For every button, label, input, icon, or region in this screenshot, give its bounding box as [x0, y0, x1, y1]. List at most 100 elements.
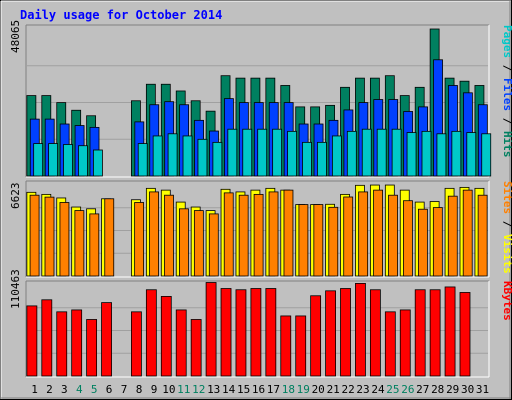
legend-part: Pages: [501, 25, 512, 58]
bar-kbytes-day-26: [399, 309, 411, 377]
panel-max-label: 110463: [9, 269, 22, 309]
x-tick-label-day-24: 24: [371, 383, 385, 396]
bar-pages-day-28: [436, 133, 447, 177]
bar-sites-day-21: [328, 206, 339, 277]
bar-sites-day-8: [134, 202, 145, 277]
bar-kbytes-day-19: [295, 315, 307, 377]
bar-pages-day-30: [466, 132, 477, 177]
x-tick-label-day-27: 27: [416, 383, 429, 396]
bar-pages-day-26: [406, 132, 417, 177]
bar-kbytes-day-11: [175, 309, 187, 377]
bar-kbytes-day-22: [340, 288, 351, 377]
x-tick-label-day-23: 23: [356, 383, 369, 396]
bar-pages-day-8: [137, 143, 148, 177]
bar-kbytes-day-3: [56, 311, 68, 377]
bar-sites-day-16: [253, 193, 264, 277]
bar-kbytes-day-15: [235, 289, 247, 377]
series-kbytes: [26, 282, 471, 377]
bar-pages-day-3: [63, 144, 73, 177]
bar-sites-day-18: [283, 189, 294, 277]
series-sites: [29, 189, 488, 277]
x-tick-label-day-18: 18: [282, 383, 295, 396]
bar-kbytes-day-10: [160, 296, 172, 377]
x-tick-label-day-22: 22: [341, 383, 354, 396]
bar-kbytes-day-27: [414, 289, 426, 377]
bar-kbytes-day-4: [71, 309, 83, 377]
panel-legend-label: KBytes: [501, 281, 512, 321]
x-tick-label-day-8: 8: [136, 383, 143, 396]
bar-kbytes-day-2: [41, 299, 53, 377]
bar-sites-day-6: [104, 198, 115, 277]
bar-kbytes-day-29: [444, 286, 456, 377]
x-tick-label-day-5: 5: [91, 383, 98, 396]
bar-sites-day-20: [313, 204, 324, 277]
x-tick-label-day-29: 29: [446, 383, 459, 396]
panel-2: [25, 180, 490, 278]
panel-legend-label: Pages / Files / Hits: [501, 25, 512, 158]
bar-sites-day-26: [403, 200, 413, 277]
bar-sites-day-17: [268, 191, 279, 277]
x-tick-label-day-4: 4: [76, 383, 83, 396]
bar-pages-day-22: [346, 130, 357, 177]
bar-pages-day-19: [302, 141, 312, 177]
legend-part: Files: [501, 78, 512, 111]
x-tick-label-day-1: 1: [31, 383, 38, 396]
bar-kbytes-day-25: [384, 311, 396, 377]
bar-kbytes-day-16: [250, 288, 262, 377]
x-tick-label-day-25: 25: [386, 383, 399, 396]
bar-pages-day-24: [376, 128, 387, 177]
x-tick-label-day-15: 15: [237, 383, 250, 396]
bar-kbytes-day-9: [145, 289, 157, 377]
panel-3: [25, 280, 490, 378]
x-tick-label-day-2: 2: [46, 383, 53, 396]
chart-title: Daily usage for October 2014: [20, 8, 222, 22]
x-tick-label-day-21: 21: [327, 383, 340, 396]
bar-pages-day-18: [287, 130, 297, 177]
legend-part: KBytes: [501, 281, 512, 321]
bar-kbytes-day-30: [459, 292, 471, 377]
bar-pages-day-13: [212, 141, 223, 177]
panel-max-label: 6623: [9, 183, 22, 210]
bar-kbytes-day-21: [325, 290, 336, 377]
bar-kbytes-day-14: [220, 288, 232, 377]
legend-part: /: [501, 214, 512, 234]
x-tick-label-day-9: 9: [151, 383, 158, 396]
x-tick-label-day-10: 10: [162, 383, 175, 396]
bar-kbytes-day-20: [310, 295, 322, 377]
bar-pages-day-9: [152, 135, 163, 177]
bar-pages-day-17: [272, 128, 283, 177]
bar-pages-day-27: [421, 130, 432, 177]
panel-max-label: 48065: [9, 20, 22, 53]
bar-kbytes-day-1: [26, 305, 38, 377]
legend-part: Sites: [501, 181, 512, 214]
bar-sites-day-29: [447, 195, 458, 277]
x-tick-label-day-19: 19: [297, 383, 310, 396]
bar-kbytes-day-8: [131, 311, 142, 377]
series-pages: [33, 128, 492, 177]
bar-kbytes-day-12: [190, 319, 202, 377]
bar-sites-day-2: [44, 196, 55, 277]
legend-part: Visits: [501, 234, 512, 274]
bar-pages-day-20: [317, 141, 327, 177]
bar-kbytes-day-17: [265, 288, 277, 377]
bar-pages-day-14: [227, 128, 238, 177]
bar-kbytes-day-5: [86, 319, 98, 377]
bar-sites-day-3: [59, 202, 70, 277]
x-tick-label-day-26: 26: [401, 383, 414, 396]
x-tick-label-day-11: 11: [177, 383, 190, 396]
bar-pages-day-10: [167, 133, 178, 177]
bar-sites-day-14: [223, 192, 234, 277]
bar-sites-day-10: [164, 194, 174, 277]
x-tick-label-day-14: 14: [222, 383, 236, 396]
y-axis-labels: 48065 Pages / Files / Hits 6623 Sites / Vis…: [9, 20, 512, 321]
legend-part: Hits: [501, 131, 512, 158]
bar-pages-day-4: [78, 145, 88, 177]
bar-sites-day-11: [179, 208, 189, 277]
legend-part: /: [501, 58, 512, 78]
x-tick-label-day-17: 17: [267, 383, 280, 396]
bar-pages-day-29: [451, 130, 462, 177]
chart-panels: [25, 24, 492, 378]
bar-sites-day-30: [462, 189, 473, 277]
